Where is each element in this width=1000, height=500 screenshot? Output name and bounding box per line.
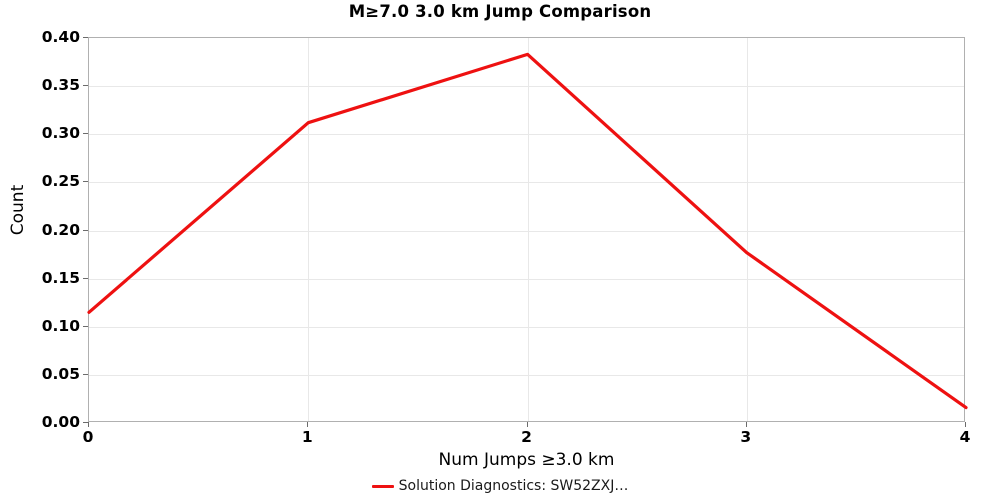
y-tick-mark <box>83 422 88 423</box>
y-tick-label: 0.35 <box>41 76 80 95</box>
gridline-horizontal <box>89 182 964 184</box>
x-tick-label: 4 <box>959 428 971 446</box>
y-tick-label: 0.20 <box>41 220 80 239</box>
legend-color-swatch <box>371 484 394 488</box>
y-axis-label: Count <box>8 184 28 236</box>
gridline-horizontal <box>89 134 964 136</box>
y-tick-label: 0.05 <box>41 364 80 383</box>
y-tick-label: 0.25 <box>41 172 80 191</box>
y-tick-mark <box>83 37 88 38</box>
x-tick-label: 3 <box>740 428 752 446</box>
chart-legend: Solution Diagnostics: SW52ZXJ… <box>0 478 1000 494</box>
y-tick-label: 0.15 <box>41 268 80 287</box>
gridline-vertical <box>527 38 529 421</box>
y-tick-mark <box>83 229 88 231</box>
y-tick-label: 0.40 <box>41 28 80 46</box>
x-tick-label: 0 <box>82 428 94 446</box>
y-tick-mark <box>83 373 88 375</box>
plot-area <box>87 37 968 422</box>
gridline-horizontal <box>89 230 964 232</box>
gridline-horizontal <box>89 278 964 280</box>
y-tick-mark <box>83 85 88 87</box>
y-tick-mark <box>83 181 88 183</box>
gridline-vertical <box>746 38 748 421</box>
series-line-layer <box>87 52 968 410</box>
y-tick-label: 0.00 <box>41 413 80 431</box>
y-tick-mark <box>83 277 88 279</box>
gridline-horizontal <box>89 374 964 376</box>
x-tick-mark <box>307 422 309 427</box>
x-tick-mark <box>526 422 528 427</box>
y-tick-mark <box>83 325 88 327</box>
y-tick-label: 0.30 <box>41 124 80 143</box>
x-tick-label: 1 <box>301 428 313 446</box>
x-axis-label: Num Jumps ≥3.0 km <box>438 450 615 470</box>
chart-title: M≥7.0 3.0 km Jump Comparison <box>348 2 652 21</box>
gridline-horizontal <box>89 326 964 328</box>
x-tick-mark <box>88 422 89 427</box>
y-tick-mark <box>83 133 88 135</box>
legend-entry-label: Solution Diagnostics: SW52ZXJ… <box>398 478 629 494</box>
gridline-horizontal <box>89 86 964 88</box>
x-tick-mark <box>745 422 747 427</box>
x-tick-mark <box>965 422 966 427</box>
series-line <box>87 52 968 410</box>
x-tick-label: 2 <box>521 428 532 446</box>
y-tick-label: 0.10 <box>41 316 80 335</box>
gridline-vertical <box>308 38 310 421</box>
